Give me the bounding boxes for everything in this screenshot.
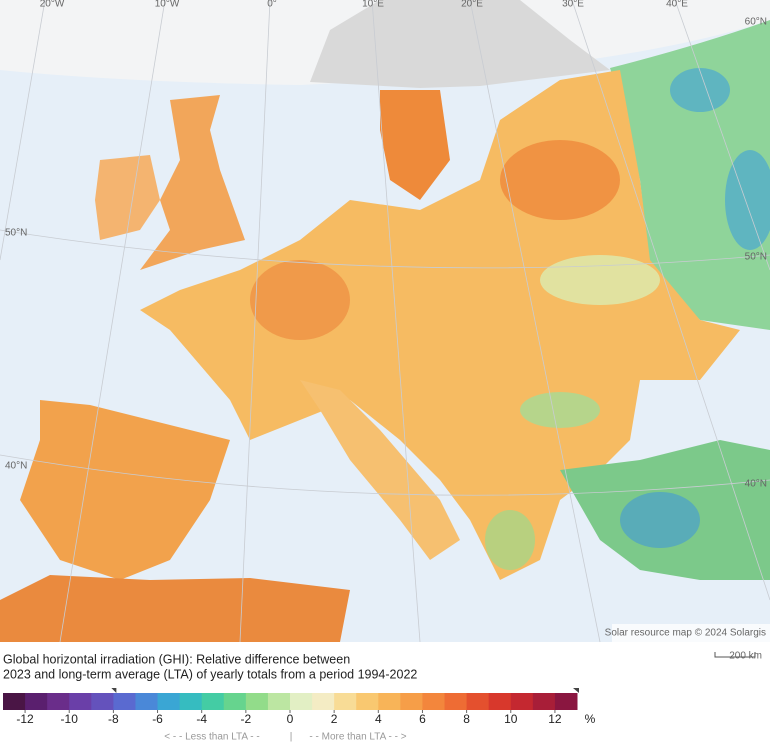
scandinavia-gray: [310, 0, 610, 88]
colorbar-marker: [573, 688, 579, 693]
anomaly-area: [670, 68, 730, 112]
tick-label: -4: [196, 712, 207, 726]
graticule-label: 20°E: [461, 0, 483, 10]
graticule-line: [469, 0, 601, 643]
colorbar-marker: [111, 688, 117, 693]
caption-line: Global horizontal irradiation (GHI): Rel…: [3, 652, 350, 666]
ireland: [95, 155, 160, 240]
colorbar-segment: [3, 693, 26, 710]
graticule-label: 10°E: [362, 0, 384, 10]
tick-label: -10: [61, 712, 79, 726]
anomaly-area: [540, 255, 660, 305]
north-africa: [0, 575, 350, 642]
graticule-line: [674, 0, 770, 271]
graticule-label: 10°W: [155, 0, 180, 10]
anomaly-area: [250, 260, 350, 340]
attribution: Solar resource map © 2024 Solargis: [605, 628, 766, 639]
graticule-label: 50°N: [745, 252, 767, 263]
graticule-label: 20°W: [40, 0, 65, 10]
anomaly-area: [485, 510, 535, 570]
graticule-label: 0°: [267, 0, 277, 10]
sweden-south: [380, 90, 450, 200]
graticule-label: 50°N: [5, 228, 27, 239]
colorbar-segment: [532, 693, 556, 710]
tick-label: 12: [548, 712, 562, 726]
colorbar-segment: [25, 693, 48, 710]
graticule-line: [59, 0, 166, 643]
graticule-line: [239, 0, 271, 643]
colorbar-segment: [223, 693, 247, 710]
graticule-line: [0, 0, 46, 261]
anomaly-area: [500, 140, 620, 220]
tick-label: -2: [241, 712, 252, 726]
colorbar-segment: [510, 693, 534, 710]
colorbar-segment: [290, 693, 313, 710]
graticule-label: 60°N: [745, 17, 767, 28]
tick-label: -8: [108, 712, 119, 726]
colorbar-segment: [157, 693, 181, 710]
graticule-label: 30°E: [562, 0, 584, 10]
colorbar-segment: [179, 693, 203, 710]
tick-label: 2: [331, 712, 338, 726]
caption-line: 2023 and long-term average (LTA) of year…: [3, 667, 417, 681]
anomaly-area: [520, 392, 600, 428]
colorbar: -12 -10 -8 -6 -4 -2 0 2 4 6 8 10 12: [3, 688, 579, 726]
colorbar-segment: [47, 693, 70, 710]
separator: |: [290, 732, 293, 743]
graticule-label: 40°E: [666, 0, 688, 10]
colorbar-segment: [201, 693, 225, 710]
italy: [300, 380, 460, 560]
graticule: [0, 0, 770, 643]
colorbar-segment: [400, 693, 423, 710]
scale-bar: [714, 652, 756, 658]
tick-label: -12: [16, 712, 34, 726]
colorbar-segment: [378, 693, 401, 710]
legend-unit: %: [585, 712, 596, 726]
more-label: - - More than LTA - - >: [309, 732, 406, 743]
colorbar-segment: [91, 693, 114, 710]
colorbar-segment: [554, 693, 578, 710]
colorbar-segment: [466, 693, 490, 710]
colorbar-segment: [113, 693, 136, 710]
attribution-box: [612, 624, 770, 642]
anomaly-area: [620, 492, 700, 548]
colorbar-segment: [488, 693, 512, 710]
graticule-line: [571, 0, 770, 601]
graticule-line: [0, 454, 770, 496]
tick-label: 0: [287, 712, 294, 726]
iberia: [20, 400, 230, 580]
graticule-line: [371, 0, 421, 643]
great-britain: [140, 95, 245, 270]
colorbar-segment: [69, 693, 92, 710]
tick-label: 6: [419, 712, 426, 726]
less-label: < - - Less than LTA - -: [164, 732, 260, 743]
tick-label: -6: [152, 712, 163, 726]
graticule-label: 40°N: [745, 479, 767, 490]
colorbar-segment: [444, 693, 468, 710]
colorbar-segment: [135, 693, 159, 710]
colorbar-segment: [245, 693, 269, 710]
east-region: [610, 20, 770, 330]
scale-label: 200 km: [729, 651, 762, 662]
colorbar-segment: [334, 693, 357, 710]
colorbar-segment: [356, 693, 379, 710]
map: 20°W 10°W 0° 10°E 20°E 30°E 40°E 60°N 50…: [0, 0, 770, 643]
tick-label: 8: [463, 712, 470, 726]
tick-label: 10: [504, 712, 518, 726]
colorbar-segment: [267, 693, 291, 710]
colorbar-segment: [422, 693, 446, 710]
tick-label: 4: [375, 712, 382, 726]
graticule-label: 40°N: [5, 461, 27, 472]
colorbar-segment: [312, 693, 335, 710]
